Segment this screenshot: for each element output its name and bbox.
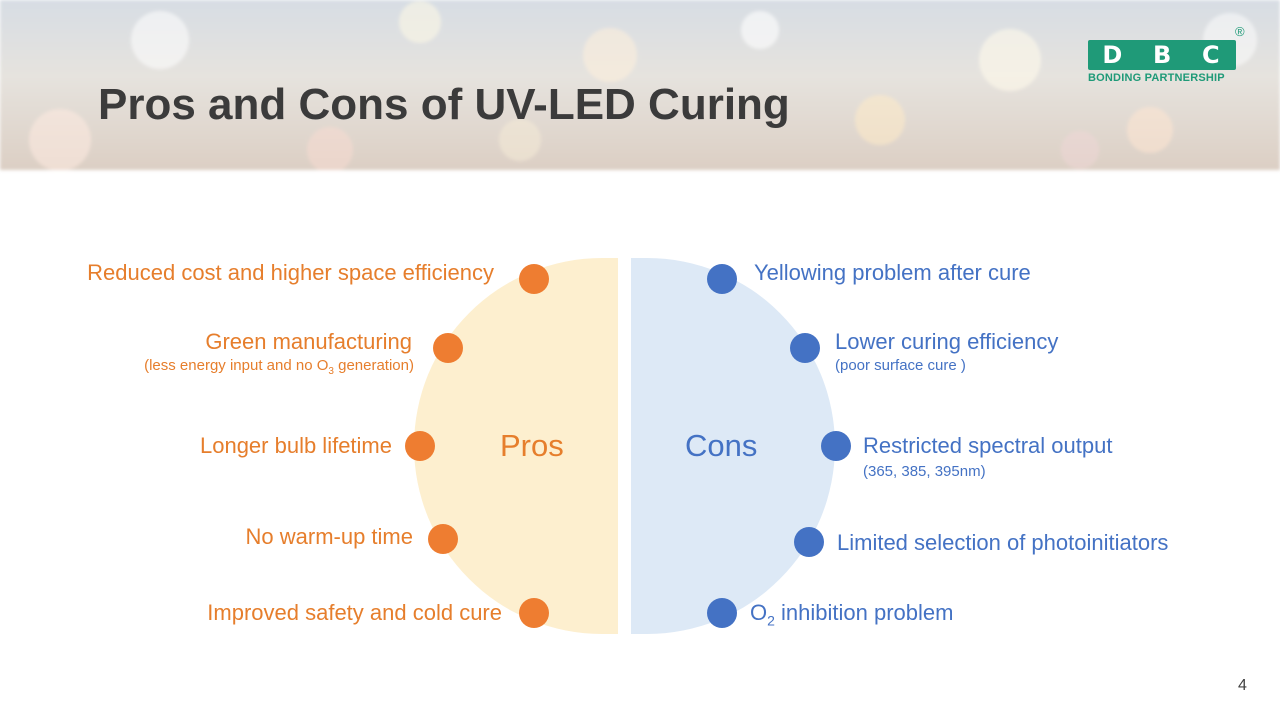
con-item-note: (365, 385, 395nm) — [863, 463, 986, 480]
con-bullet-dot — [790, 333, 820, 363]
pro-item-text: Improved safety and cold cure — [207, 600, 502, 625]
con-item-note: (poor surface cure ) — [835, 357, 966, 374]
pro-item-note: (less energy input and no O3 generation) — [144, 357, 414, 377]
logo-letter: D — [1102, 41, 1125, 69]
pros-label: Pros — [500, 428, 564, 463]
pro-bullet-dot — [428, 524, 458, 554]
pro-item-text: Green manufacturing — [205, 329, 412, 354]
header-banner — [0, 0, 1280, 170]
con-item-text: O2 inhibition problem — [750, 600, 954, 629]
pro-bullet-dot — [433, 333, 463, 363]
registered-mark: ® — [1235, 24, 1245, 39]
con-bullet-dot — [794, 527, 824, 557]
page-number: 4 — [1238, 677, 1247, 694]
pro-item-text: No warm-up time — [245, 524, 413, 549]
pro-bullet-dot — [519, 598, 549, 628]
cons-label: Cons — [685, 428, 758, 463]
con-bullet-dot — [821, 431, 851, 461]
con-item-text: Lower curing efficiency — [835, 329, 1059, 354]
con-item-text: Limited selection of photoinitiators — [837, 530, 1169, 555]
pro-bullet-dot — [405, 431, 435, 461]
con-bullet-dot — [707, 264, 737, 294]
pro-item-text: Longer bulb lifetime — [199, 433, 392, 458]
pro-bullet-dot — [519, 264, 549, 294]
logo-tagline: BONDING PARTNERSHIP — [1088, 72, 1225, 84]
con-item-text: Restricted spectral output — [863, 433, 1113, 458]
con-item-text: Yellowing problem after cure — [754, 260, 1031, 285]
logo-mark: D B C — [1088, 40, 1236, 70]
slide-title: Pros and Cons of UV-LED Curing — [98, 80, 790, 129]
con-bullet-dot — [707, 598, 737, 628]
pro-item-text: Reduced cost and higher space efficiency — [87, 260, 494, 285]
dbc-logo: D B C BONDING PARTNERSHIP ® — [1088, 24, 1253, 88]
logo-letter: C — [1202, 41, 1222, 69]
logo-letter: B — [1153, 41, 1174, 69]
